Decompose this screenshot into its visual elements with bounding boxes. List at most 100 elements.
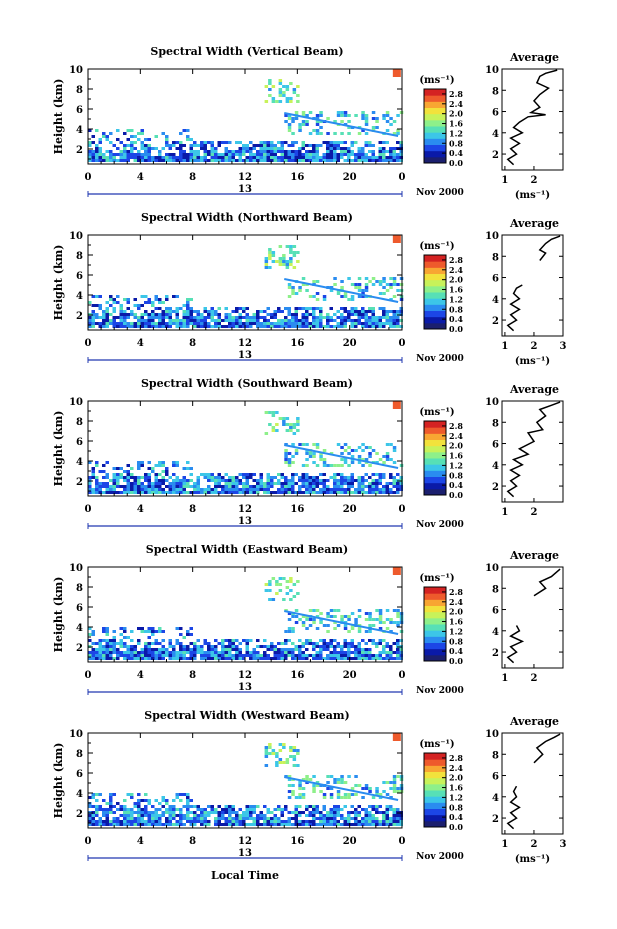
heatmap-cell xyxy=(264,411,269,414)
heatmap-cell xyxy=(326,817,330,820)
heatmap-cell xyxy=(217,153,221,156)
heatmap-cell xyxy=(116,657,120,660)
heatmap-cell xyxy=(375,473,379,476)
heatmap-cell xyxy=(270,144,274,147)
heatmap-cell xyxy=(326,787,330,790)
heatmap-cell xyxy=(112,648,116,651)
heatmap-cell xyxy=(207,322,211,325)
heatmap-cell xyxy=(91,476,95,479)
heatmap-cell xyxy=(319,319,323,322)
heatmap-cell xyxy=(165,138,169,141)
heatmap-cell xyxy=(312,310,316,313)
heatmap-cell xyxy=(109,823,113,826)
heatmap-cell xyxy=(275,423,279,426)
heatmap-cell xyxy=(105,633,109,636)
heatmap-cell xyxy=(389,488,393,491)
heatmap-cell xyxy=(196,310,200,313)
heatmap-cell xyxy=(285,263,290,266)
heatmap-cell xyxy=(179,823,183,826)
heatmap-cell xyxy=(382,310,386,313)
heatmap-cell xyxy=(308,624,313,627)
heatmap-cell xyxy=(368,817,372,820)
colorbar-label: (ms⁻¹) xyxy=(419,75,454,86)
heatmap-cell xyxy=(175,141,179,144)
colorbar-tick-label: 2.0 xyxy=(449,607,463,617)
heatmap-cell xyxy=(264,85,269,88)
heatmap-cell xyxy=(238,147,242,150)
heatmap-cell xyxy=(301,778,306,781)
heatmap-cell xyxy=(361,485,365,488)
heatmap-cell xyxy=(389,123,393,126)
heatmap-cell xyxy=(287,654,291,657)
heatmap-cell xyxy=(305,458,309,461)
heatmap-cell xyxy=(126,817,130,820)
heatmap-cell xyxy=(140,132,144,135)
heatmap-cell xyxy=(361,479,365,482)
heatmap-cell xyxy=(333,141,337,144)
heatmap-cell xyxy=(312,325,316,328)
heatmap-cell xyxy=(287,310,291,313)
heatmap-cell xyxy=(186,129,190,132)
heatmap-cell xyxy=(224,657,228,660)
heatmap-cell xyxy=(361,449,365,452)
heatmap-cell xyxy=(210,307,214,310)
heatmap-cell xyxy=(186,319,190,322)
heatmap-cell xyxy=(116,325,120,328)
heatmap-cell xyxy=(315,784,320,787)
heatmap-cell xyxy=(130,823,134,826)
heatmap-cell xyxy=(292,88,297,91)
heatmap-cell xyxy=(347,817,351,820)
heatmap-cell xyxy=(140,654,144,657)
heatmap-cell xyxy=(217,319,221,322)
heatmap-cell xyxy=(123,645,127,648)
heatmap-cell xyxy=(130,639,134,642)
colorbar-tick-label: 0.0 xyxy=(449,158,463,168)
heatmap-cell xyxy=(193,159,197,162)
heatmap-cell xyxy=(186,796,190,799)
colorbar-frame xyxy=(423,420,447,496)
heatmap-cell xyxy=(357,156,361,159)
heatmap-cell xyxy=(319,654,323,657)
heatmap-cell xyxy=(364,618,369,621)
heatmap-cell xyxy=(259,150,263,153)
heatmap-cell xyxy=(336,144,340,147)
heatmap-cell xyxy=(312,443,316,446)
heatmap-cell xyxy=(242,491,246,494)
heatmap-cell xyxy=(322,479,326,482)
heatmap-cell xyxy=(147,627,151,630)
colorbar-tick-label: 1.6 xyxy=(449,119,463,129)
heatmap-cell xyxy=(123,470,127,473)
heatmap-cell xyxy=(336,609,341,612)
heatmap-cell xyxy=(154,464,158,467)
colorbar-tick-label: 1.6 xyxy=(449,451,463,461)
heatmap-cell xyxy=(200,651,204,654)
heatmap-cell xyxy=(319,455,323,458)
heatmap-cell xyxy=(105,823,109,826)
heatmap-cell xyxy=(326,615,330,618)
heatmap-cell xyxy=(278,589,283,592)
heatmap-cell xyxy=(343,114,348,117)
heatmap-cell xyxy=(168,322,172,325)
y-tick-label: 2 xyxy=(76,145,83,156)
heatmap-cell xyxy=(207,811,211,814)
heatmap-cell xyxy=(375,156,379,159)
heatmap-cell xyxy=(392,283,397,286)
heatmap-cell xyxy=(126,648,130,651)
heatmap-cell xyxy=(389,458,393,461)
heatmap-cell xyxy=(399,823,403,826)
heatmap-cells xyxy=(88,577,404,660)
heatmap-cell xyxy=(329,657,333,660)
heatmap-cell xyxy=(296,100,300,103)
heatmap-cell xyxy=(273,817,277,820)
heatmap-cell xyxy=(235,150,239,153)
heatmap-cell xyxy=(140,313,144,316)
heatmap-cell xyxy=(319,144,323,147)
heatmap-cell xyxy=(350,461,355,464)
heatmap-cell xyxy=(264,752,269,755)
heatmap-cell xyxy=(98,657,102,660)
heatmap-cell xyxy=(382,141,386,144)
heatmap-cell xyxy=(210,651,214,654)
heatmap-cell xyxy=(329,150,333,153)
heatmap-cell xyxy=(147,814,151,817)
heatmap-cell xyxy=(256,651,260,654)
